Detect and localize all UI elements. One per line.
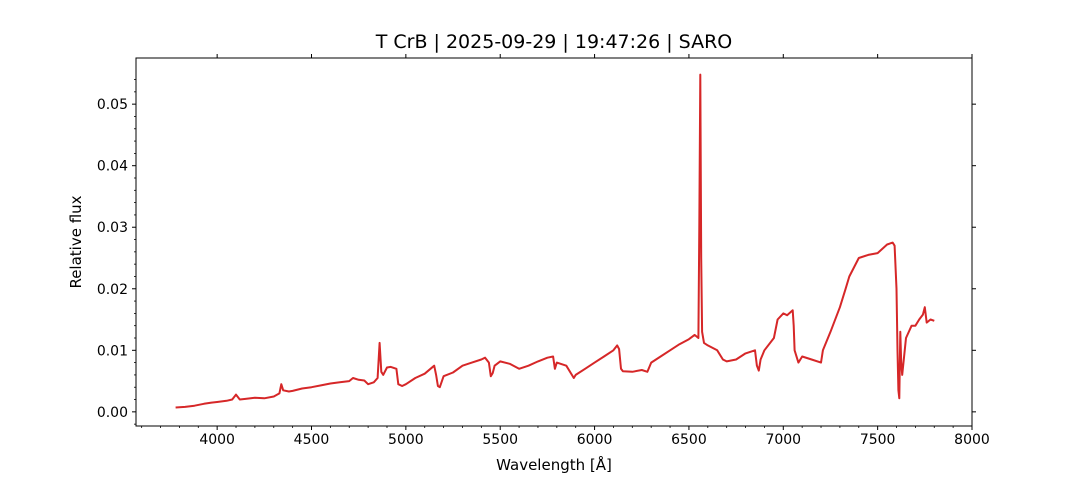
x-tick-label: 5500 (482, 432, 518, 448)
y-axis: 0.00 0.01 0.02 0.03 0.04 0.05 (97, 79, 976, 425)
y-tick-label: 0.02 (97, 282, 128, 298)
x-tick-label: 5000 (388, 432, 424, 448)
y-tick-label: 0.00 (97, 405, 128, 421)
plot-area (175, 73, 935, 409)
x-tick-label: 6000 (577, 432, 613, 448)
y-axis-label: Relative flux (67, 195, 85, 288)
x-tick-label: 7000 (765, 432, 801, 448)
series-line-0 (175, 73, 935, 409)
plot-frame (135, 57, 973, 427)
y-tick-label: 0.03 (97, 220, 128, 236)
x-tick-label: 7500 (860, 432, 896, 448)
x-tick-label: 8000 (954, 432, 990, 448)
chart-title: T CrB | 2025-09-29 | 19:47:26 | SARO (375, 31, 733, 53)
x-tick-label: 4500 (294, 432, 330, 448)
x-axis: 4000 4500 5000 5500 6000 6500 7000 7500 8000 (141, 54, 990, 448)
x-tick-label: 6500 (671, 432, 707, 448)
y-tick-label: 0.05 (97, 97, 128, 113)
y-tick-label: 0.04 (97, 159, 128, 175)
y-tick-label: 0.01 (97, 343, 128, 359)
x-axis-label: Wavelength [Å] (496, 455, 612, 474)
x-tick-label: 4000 (199, 432, 235, 448)
